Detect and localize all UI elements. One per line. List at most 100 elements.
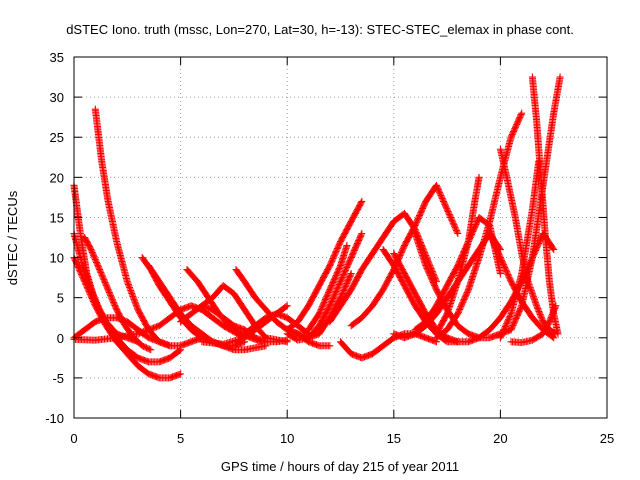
data-point [453, 228, 461, 236]
data-point [432, 181, 440, 189]
data-point [536, 309, 544, 317]
data-point [347, 271, 355, 279]
data-point [347, 270, 355, 278]
y-tick-label: 30 [50, 90, 64, 105]
data-point [551, 303, 559, 311]
data-point [343, 242, 351, 250]
trace-22 [347, 181, 462, 330]
data-point [283, 336, 291, 344]
data-point [129, 294, 137, 302]
trace-29 [432, 173, 483, 338]
data-point [438, 194, 446, 202]
data-point [452, 227, 460, 235]
y-tick-label: 0 [57, 331, 64, 346]
data-point [437, 192, 445, 200]
data-point [454, 229, 462, 237]
data-point [534, 306, 542, 314]
data-point [549, 309, 557, 317]
data-point [537, 312, 545, 320]
data-point [177, 370, 185, 378]
data-point [127, 286, 135, 294]
data-point [441, 202, 449, 210]
data-point [547, 313, 555, 321]
data-point [548, 310, 556, 318]
data-point [131, 298, 139, 306]
x-tick-label: 15 [387, 431, 401, 446]
data-point [133, 303, 141, 311]
data-point [124, 281, 132, 289]
data-point [550, 308, 558, 316]
data-point [538, 315, 546, 323]
data-point [534, 305, 542, 313]
y-tick-label: 25 [50, 130, 64, 145]
data-point [442, 203, 450, 211]
trace-5 [70, 254, 185, 382]
data-point [357, 199, 365, 207]
data-point [452, 225, 460, 233]
data-point [451, 222, 459, 230]
data-point [433, 183, 441, 191]
data-point [445, 211, 453, 219]
y-tick-label: -5 [52, 371, 64, 386]
data-point [537, 313, 545, 321]
data-point [496, 270, 504, 278]
x-axis-label: GPS time / hours of day 215 of year 2011 [221, 459, 459, 474]
data-point [435, 187, 443, 195]
data-point [357, 231, 365, 239]
data-point [552, 302, 560, 310]
x-tick-label: 0 [70, 431, 77, 446]
data-point [358, 197, 366, 205]
x-tick-label: 5 [177, 431, 184, 446]
data-point [451, 224, 459, 232]
x-tick-label: 25 [600, 431, 614, 446]
data-point [445, 209, 453, 217]
x-tick-label: 20 [493, 431, 507, 446]
data-point [326, 342, 334, 350]
data-point [283, 302, 291, 310]
data-point [554, 330, 562, 338]
trace-19 [305, 242, 351, 334]
data-point [434, 186, 442, 194]
data-point [443, 205, 451, 213]
y-tick-label: 15 [50, 210, 64, 225]
trace-12 [198, 302, 291, 346]
y-tick-label: 35 [50, 50, 64, 65]
data-point [440, 199, 448, 207]
data-point [556, 73, 564, 81]
data-point [434, 184, 442, 192]
data-point [551, 305, 559, 313]
data-point [358, 229, 366, 237]
data-point [124, 279, 132, 287]
trace-9 [145, 262, 270, 354]
data-point [517, 111, 525, 119]
data-point [449, 218, 457, 226]
x-tick-label: 10 [280, 431, 294, 446]
data-point [548, 312, 556, 320]
trace-20 [337, 330, 440, 362]
y-tick-label: 10 [50, 251, 64, 266]
data-point [126, 285, 134, 293]
data-point [125, 282, 133, 290]
data-point [547, 315, 555, 323]
data-point [441, 200, 449, 208]
axis-ticks: 0 5 10 15 20 25 -10 -5 0 5 10 15 20 25 30 35 [45, 50, 614, 446]
data-point [131, 297, 139, 305]
y-axis-label: dSTEC / TECUs [5, 190, 20, 285]
data-point [145, 345, 153, 353]
trace-11 [177, 282, 291, 346]
y-tick-label: 5 [57, 291, 64, 306]
data-point [438, 193, 446, 201]
data-point [436, 189, 444, 197]
data-point [536, 310, 544, 318]
data-point [128, 291, 136, 299]
data-point [550, 246, 558, 254]
data-point [132, 300, 140, 308]
data-point [440, 197, 448, 205]
plot-frame [73, 56, 608, 419]
data-point [436, 190, 444, 198]
data-point [439, 196, 447, 204]
trace-36 [507, 302, 560, 347]
data-point [450, 221, 458, 229]
data-point [130, 295, 138, 303]
